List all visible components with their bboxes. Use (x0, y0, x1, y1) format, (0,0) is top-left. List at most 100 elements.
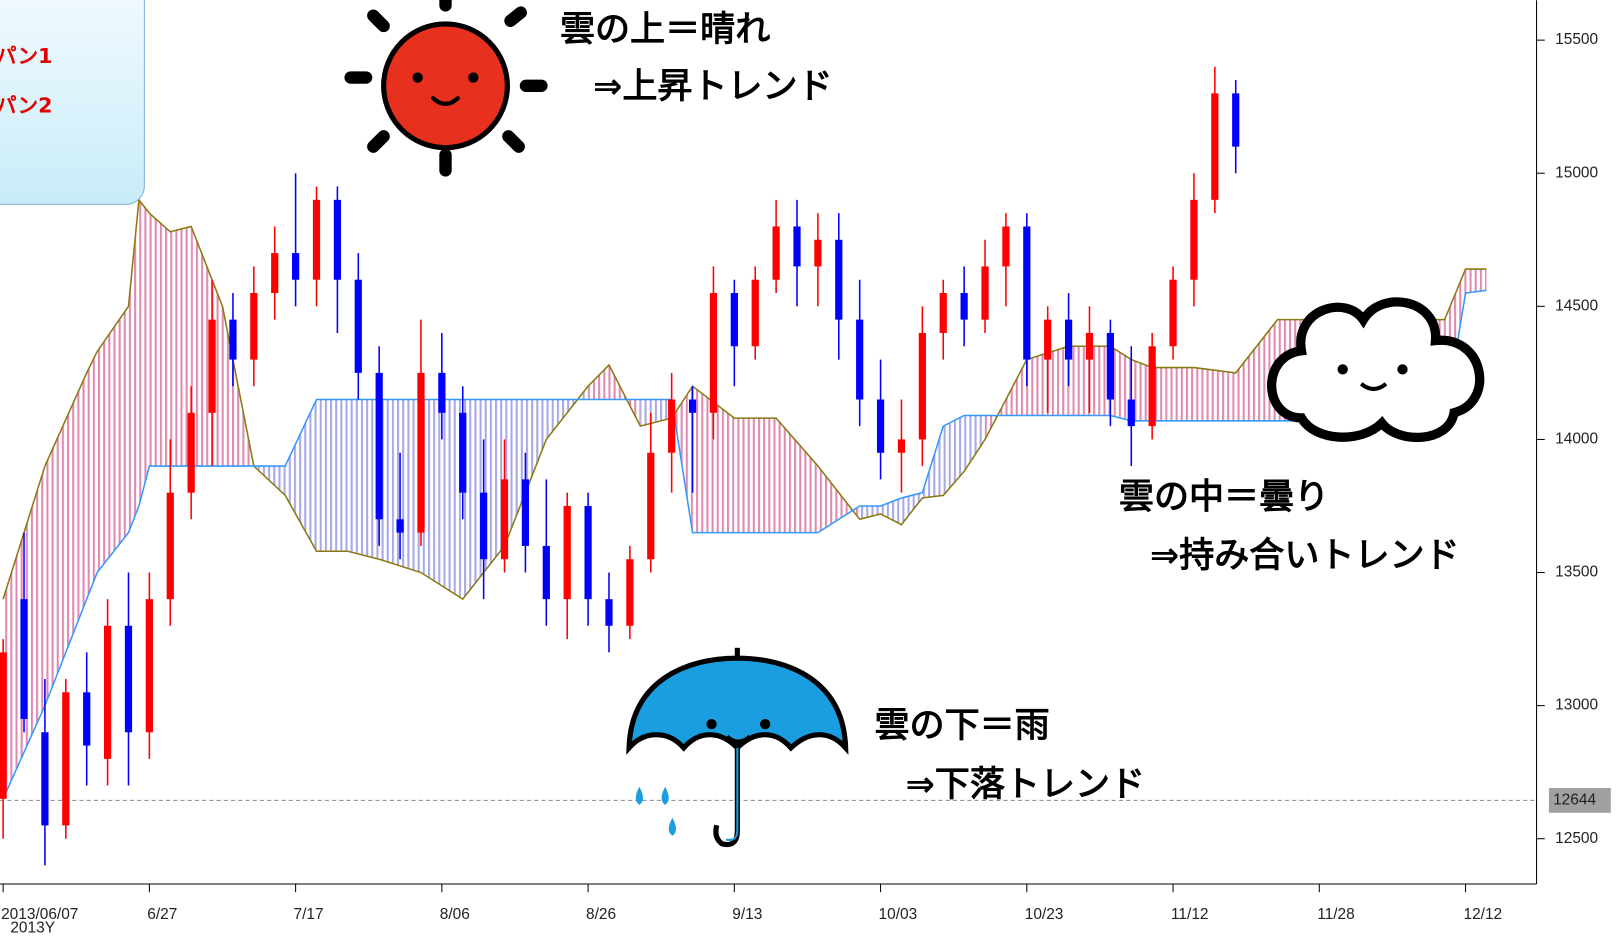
candle-body (167, 493, 174, 599)
candle-body (731, 293, 738, 346)
candle-body (835, 240, 842, 320)
annotation: ⇒上昇トレンド (593, 66, 833, 107)
candle-body (710, 293, 717, 413)
candle-body (271, 253, 278, 293)
candle-body (1149, 346, 1156, 426)
x-tick-label: 11/12 (1171, 906, 1209, 923)
annotation: 雲の下＝雨 (875, 705, 1050, 746)
candle-body (1086, 333, 1093, 360)
x-tick-label: 10/03 (879, 906, 918, 923)
chart: パン1 パン2 雲の上＝晴れ ⇒上昇トレンド 雲の中＝曇り ⇒持み合いトレンド … (0, 0, 1617, 944)
candle-body (1065, 320, 1072, 360)
candle-body (62, 692, 69, 825)
cloud-fill (348, 400, 379, 560)
candle-body (940, 293, 947, 333)
candle-body (814, 240, 821, 267)
x-tick-label: 2013/06/07 (1, 906, 78, 923)
annotation: 雲の上＝晴れ (560, 9, 770, 50)
annotation: ⇒持み合いトレンド (1150, 535, 1460, 576)
cloud-fill (776, 418, 818, 532)
candle-body (522, 479, 529, 546)
candle-body (0, 652, 7, 798)
cloud-fill (191, 226, 222, 466)
x-tick-label: 9/13 (732, 906, 762, 923)
x-tick-label: 10/23 (1025, 906, 1064, 923)
candle-body (250, 293, 257, 360)
candle-body (417, 373, 424, 533)
candle-body (1211, 93, 1218, 199)
y-tick-label: 15000 (1555, 164, 1598, 181)
x-tick-label: 6/27 (147, 906, 177, 923)
legend-label: パン1 (0, 44, 52, 68)
candle-body (459, 413, 466, 493)
candle-body (396, 519, 403, 532)
y-tick-label: 13000 (1555, 697, 1598, 714)
x-tick-label: 8/26 (586, 906, 616, 923)
x-tick-label: 12/12 (1463, 906, 1502, 923)
x-tick-label: 7/17 (294, 906, 324, 923)
candle-body (752, 280, 759, 347)
plot-area (0, 67, 1537, 866)
y-tick-label: 15500 (1555, 31, 1598, 48)
candle-body (125, 626, 132, 732)
umbrella-icon (629, 648, 846, 845)
candle-body (647, 453, 654, 559)
candle-body (292, 253, 299, 280)
cloud-fill (45, 373, 87, 706)
x-tick-label: 11/28 (1317, 906, 1355, 923)
candle-body (438, 373, 445, 413)
candle-body (313, 200, 320, 280)
cloud-fill (317, 400, 348, 552)
candle-body (689, 400, 696, 413)
candle-body (1232, 93, 1239, 146)
candle-body (501, 479, 508, 559)
cloud-fill (149, 213, 170, 466)
candle-body (584, 506, 591, 599)
candle-body (898, 439, 905, 452)
legend-label: パン2 (0, 93, 52, 117)
candle-body (188, 413, 195, 493)
candle-body (1023, 226, 1030, 359)
candle-body (543, 546, 550, 599)
candle-body (1169, 280, 1176, 347)
candle-body (564, 506, 571, 599)
y-tick-label: 12500 (1555, 830, 1598, 847)
candle-body (1044, 320, 1051, 360)
candle-body (793, 226, 800, 266)
cloud-fill (1194, 368, 1236, 421)
cloud-fill (818, 466, 860, 533)
cloud-fill (1152, 368, 1194, 421)
x-tick-label: 8/06 (440, 906, 470, 923)
candle-body (1107, 333, 1114, 400)
candle-body (981, 266, 988, 319)
candle-body (104, 626, 111, 759)
candle-body (83, 692, 90, 745)
candle-body (1190, 200, 1197, 280)
candle-body (773, 226, 780, 279)
candle-body (1128, 400, 1135, 427)
candle-body (41, 732, 48, 825)
candle-body (961, 293, 968, 320)
current-price-label: 12644 (1553, 791, 1596, 808)
candle-body (668, 400, 675, 453)
candle-body (480, 493, 487, 560)
cloud-fill (97, 306, 128, 572)
candle-body (334, 200, 341, 280)
sun-icon (351, 0, 542, 170)
candle-body (376, 373, 383, 519)
candle-body (605, 599, 612, 626)
candle-body (626, 559, 633, 626)
candle-body (877, 400, 884, 453)
cloud-fill (734, 418, 776, 532)
candle-body (146, 599, 153, 732)
legend: パン1 パン2 (0, 0, 144, 204)
candle-body (856, 320, 863, 400)
y-tick-label: 13500 (1555, 564, 1598, 581)
y-tick-label: 14500 (1555, 297, 1598, 314)
candle-body (1002, 226, 1009, 266)
candle-body (208, 320, 215, 413)
candle-body (919, 333, 926, 439)
cloud-fill (139, 200, 149, 506)
candle-body (355, 280, 362, 373)
candle-body (229, 320, 236, 360)
